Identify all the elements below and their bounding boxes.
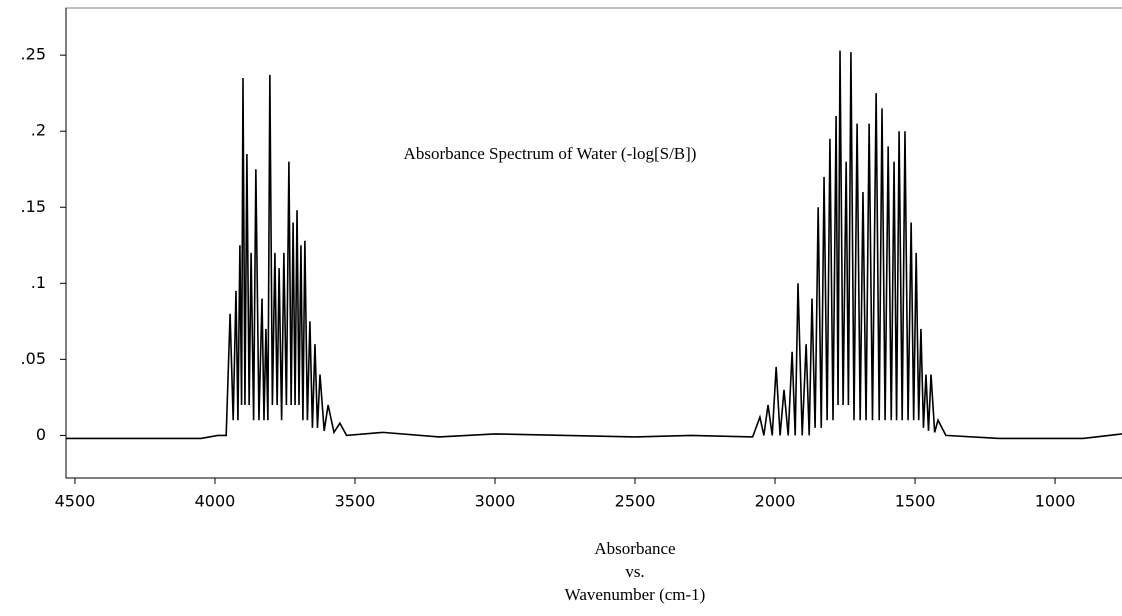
x-tick-label: 4500 — [55, 492, 96, 511]
y-tick-label: .15 — [21, 197, 46, 216]
spectrum-line — [66, 50, 1122, 440]
plot-frame — [65, 7, 1122, 479]
x-tick-label: 2000 — [755, 492, 796, 511]
x-tick-label: 2500 — [615, 492, 656, 511]
y-tick-label: .1 — [31, 273, 46, 292]
y-tick-label: .2 — [31, 121, 46, 140]
y-tick-label: 0 — [36, 425, 46, 444]
chart-title: Absorbance Spectrum of Water (-log[S/B]) — [404, 144, 697, 163]
y-tick-label: .05 — [21, 349, 46, 368]
x-axis-label: Absorbance — [594, 539, 675, 558]
x-axis-label: Wavenumber (cm-1) — [565, 585, 706, 604]
x-axis-label: vs. — [625, 562, 644, 581]
x-tick-label: 4000 — [195, 492, 236, 511]
y-tick-label: .25 — [21, 45, 46, 64]
x-tick-label: 3000 — [475, 492, 516, 511]
x-tick-label: 3500 — [335, 492, 376, 511]
x-tick-label: 1500 — [895, 492, 936, 511]
x-tick-label: 1000 — [1035, 492, 1076, 511]
